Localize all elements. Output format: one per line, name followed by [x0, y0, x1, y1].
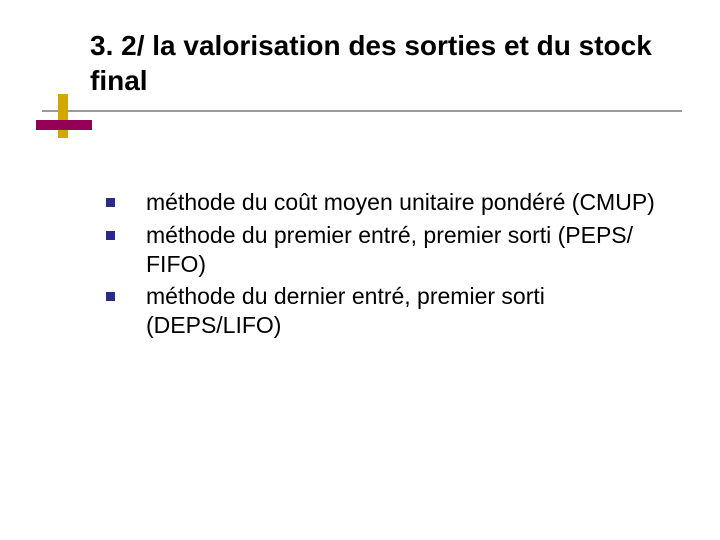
list-item: méthode du coût moyen unitaire pondéré (…	[102, 188, 680, 217]
list-item-text: méthode du dernier entré, premier sorti …	[146, 283, 545, 338]
body-block: méthode du coût moyen unitaire pondéré (…	[102, 188, 680, 344]
title-underline	[42, 110, 682, 112]
accent-vertical-bar	[58, 94, 68, 138]
slide-title: 3. 2/ la valorisation des sorties et du …	[90, 28, 690, 98]
square-bullet-icon	[106, 231, 115, 240]
title-block: 3. 2/ la valorisation des sorties et du …	[90, 28, 690, 98]
square-bullet-icon	[106, 198, 115, 207]
list-item-text: méthode du coût moyen unitaire pondéré (…	[146, 189, 655, 215]
list-item: méthode du premier entré, premier sorti …	[102, 221, 680, 279]
list-item: méthode du dernier entré, premier sorti …	[102, 282, 680, 340]
accent-horizontal-bar	[36, 120, 92, 130]
square-bullet-icon	[106, 292, 115, 301]
list-item-text: méthode du premier entré, premier sorti …	[146, 222, 633, 277]
bullet-list: méthode du coût moyen unitaire pondéré (…	[102, 188, 680, 340]
slide: 3. 2/ la valorisation des sorties et du …	[0, 0, 720, 540]
